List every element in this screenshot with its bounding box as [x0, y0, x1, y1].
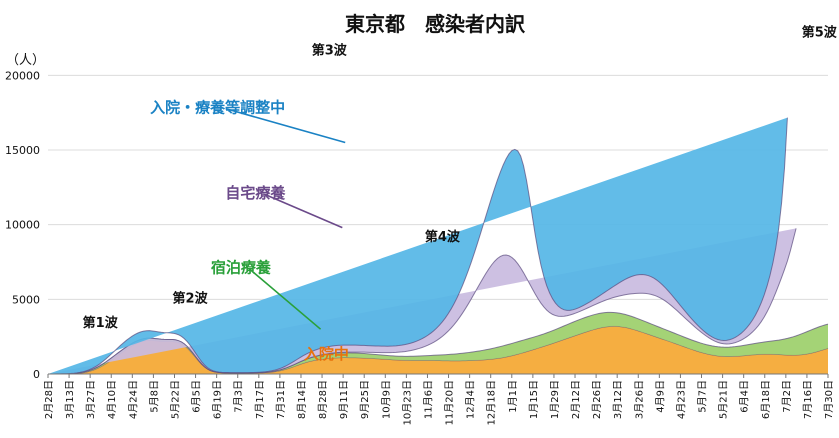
x-tick-label: 11月20日 — [444, 380, 456, 425]
x-tick-label: 11月6日 — [422, 380, 434, 419]
series-annotation-label: 入院・療養等調整中 — [150, 99, 285, 117]
series-annotation-label: 宿泊療養 — [211, 258, 272, 276]
area-outline-4 — [47, 117, 788, 375]
y-tick-label: 15000 — [5, 144, 40, 157]
x-tick-label: 8月28日 — [317, 380, 329, 419]
annotation-leader-line — [263, 193, 343, 229]
y-tick-label: 5000 — [12, 293, 40, 306]
x-tick-label: 5月22日 — [169, 380, 181, 419]
x-tick-label: 3月13日 — [64, 380, 76, 419]
y-tick-label: 20000 — [5, 69, 40, 82]
x-tick-labels: 2月28日 3月13日 3月27日 4月10日 4月24日 5月8日 5月22日 6月5日 6月… — [43, 374, 835, 425]
area-series-2 — [48, 312, 828, 374]
x-tick-label: 3月27日 — [85, 380, 97, 419]
x-tick-label: 7月31日 — [275, 380, 287, 419]
y-tick-label: 0 — [33, 368, 40, 381]
wave-label: 第5波 — [802, 25, 838, 41]
x-tick-label: 7月16日 — [802, 380, 814, 419]
wave-label: 第4波 — [425, 229, 461, 245]
x-tick-label: 7月2日 — [781, 380, 793, 413]
wave-label: 第2波 — [173, 290, 209, 306]
area-outline-3 — [47, 228, 797, 375]
series-annotation-label: 入院中 — [304, 345, 349, 363]
x-tick-label: 4月10日 — [106, 380, 118, 419]
y-tick-label: 10000 — [5, 219, 40, 232]
x-tick-label: 5月8日 — [148, 380, 160, 413]
x-tick-label: 1月1日 — [507, 380, 519, 413]
x-tick-label: 6月4日 — [739, 380, 751, 413]
y-tick-labels: 0 5000 10000 15000 20000 — [5, 69, 40, 381]
x-tick-label: 5月7日 — [697, 380, 709, 413]
x-tick-label: 9月25日 — [359, 380, 371, 419]
area-series-4 — [48, 117, 788, 374]
x-tick-label: 1月15日 — [528, 380, 540, 419]
x-tick-label: 7月3日 — [233, 380, 245, 413]
x-tick-label: 12月18日 — [486, 380, 498, 425]
x-tick-label: 2月28日 — [43, 380, 55, 419]
x-tick-label: 10月23日 — [401, 380, 413, 425]
y-unit-label: （人） — [6, 53, 45, 68]
x-tick-label: 10月9日 — [380, 380, 392, 419]
x-tick-label: 2月12日 — [570, 380, 582, 419]
x-tick-label: 2月26日 — [591, 380, 603, 419]
x-tick-label: 4月23日 — [675, 380, 687, 419]
wave-label: 第3波 — [312, 42, 348, 58]
wave-label: 第1波 — [83, 315, 119, 331]
x-tick-label: 8月14日 — [296, 380, 308, 419]
x-tick-label: 7月17日 — [254, 380, 266, 419]
x-tick-label: 4月9日 — [654, 380, 666, 413]
x-tick-label: 3月26日 — [633, 380, 645, 419]
area-series-1 — [48, 326, 828, 374]
x-tick-label: 6月18日 — [760, 380, 772, 419]
x-tick-label: 9月11日 — [338, 380, 350, 419]
chart-title: 東京都 感染者内訳 — [345, 12, 526, 36]
x-tick-label: 6月5日 — [191, 380, 203, 413]
series-annotation-label: 自宅療養 — [225, 184, 286, 202]
annotation-leader-line — [225, 107, 346, 144]
x-tick-label: 1月29日 — [549, 380, 561, 419]
stacked-areas — [47, 117, 829, 375]
x-tick-label: 12月4日 — [465, 380, 477, 419]
x-tick-label: 6月19日 — [212, 380, 224, 419]
x-tick-label: 7月30日 — [823, 380, 835, 419]
x-tick-label: 3月12日 — [612, 380, 624, 419]
x-tick-label: 4月24日 — [127, 380, 139, 419]
x-tick-label: 5月21日 — [718, 380, 730, 419]
annotation-leader-line — [248, 267, 322, 330]
